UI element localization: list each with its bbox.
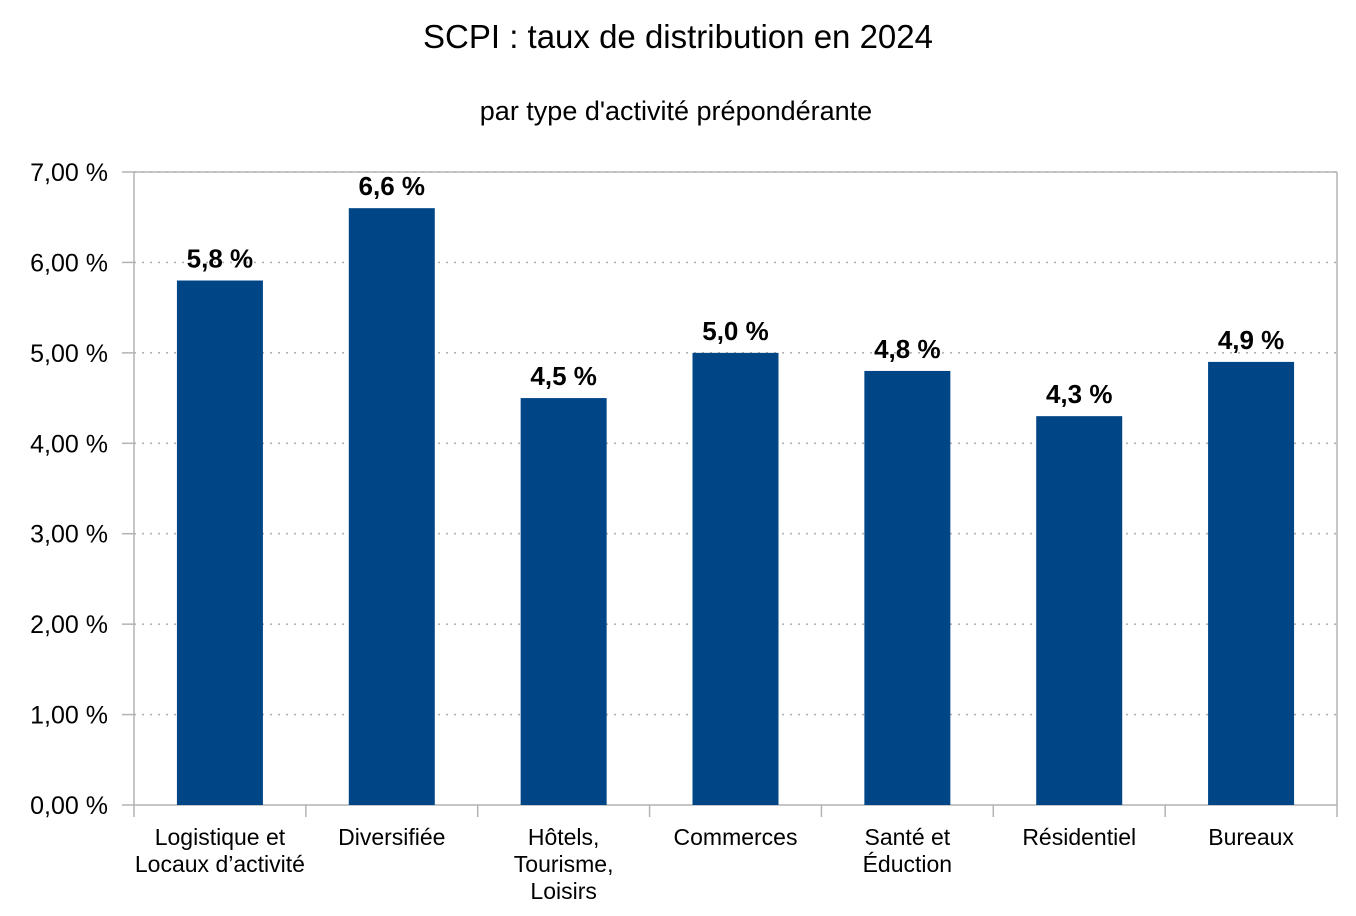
x-tick-label-line: Santé et bbox=[865, 824, 951, 850]
x-tick-label: Santé et Éduction bbox=[863, 824, 953, 877]
data-label: 4,5 % bbox=[530, 361, 597, 391]
y-tick-label: 2,00 % bbox=[30, 611, 108, 639]
x-tick-label-line: Hôtels, bbox=[528, 824, 600, 850]
y-tick-label: 6,00 % bbox=[30, 249, 108, 277]
x-tick-label-line: Résidentiel bbox=[1022, 824, 1136, 850]
x-tick-label: Bureaux bbox=[1208, 824, 1294, 850]
x-tick-label-line: Commerces bbox=[674, 824, 798, 850]
data-labels: 5,8 % 6,6 % 4,5 % 5,0 % 4,8 % 4,3 % 4,9 % bbox=[187, 171, 1285, 409]
chart-title: SCPI : taux de distribution en 2024 bbox=[423, 18, 933, 55]
x-tick-labels: Logistique et Locaux d’activité Diversifié… bbox=[135, 824, 1294, 904]
y-tick-label: 0,00 % bbox=[30, 792, 108, 820]
data-label: 4,3 % bbox=[1046, 379, 1113, 409]
x-tick-label: Diversifiée bbox=[338, 824, 445, 850]
bars bbox=[176, 208, 1295, 805]
data-label: 5,8 % bbox=[187, 244, 254, 274]
bar bbox=[864, 370, 951, 805]
bar bbox=[1208, 361, 1295, 805]
bar bbox=[348, 208, 435, 805]
data-label: 5,0 % bbox=[702, 316, 769, 346]
x-tick-label: Logistique et Locaux d’activité bbox=[135, 824, 305, 877]
bar bbox=[520, 398, 607, 805]
y-tick-label: 3,00 % bbox=[30, 521, 108, 549]
x-tick-label-line: Locaux d’activité bbox=[135, 851, 305, 877]
x-tick-label-line: Diversifiée bbox=[338, 824, 445, 850]
x-tick-label-line: Éduction bbox=[863, 851, 953, 877]
data-label: 4,9 % bbox=[1218, 325, 1285, 355]
y-tick-label: 7,00 % bbox=[30, 159, 108, 187]
x-tick-label: Hôtels, Tourisme, Loisirs bbox=[514, 824, 614, 904]
bar bbox=[176, 280, 263, 805]
x-tick-label-line: Logistique et bbox=[155, 824, 286, 850]
bar bbox=[1036, 416, 1123, 805]
data-label: 4,8 % bbox=[874, 334, 941, 364]
x-tick-label: Résidentiel bbox=[1022, 824, 1136, 850]
y-tick-labels: 0,00 % 1,00 % 2,00 % 3,00 % 4,00 % 5,00 % 6,00… bbox=[30, 159, 108, 820]
y-tick-label: 5,00 % bbox=[30, 340, 108, 368]
data-label: 6,6 % bbox=[359, 171, 426, 201]
x-tick-label-line: Loisirs bbox=[530, 878, 596, 904]
y-tick-label: 1,00 % bbox=[30, 702, 108, 730]
x-tick-label: Commerces bbox=[674, 824, 798, 850]
x-tick-label-line: Tourisme, bbox=[514, 851, 614, 877]
y-tick-label: 4,00 % bbox=[30, 430, 108, 458]
x-tick-label-line: Bureaux bbox=[1208, 824, 1294, 850]
chart-subtitle: par type d'activité prépondérante bbox=[480, 96, 872, 126]
bar bbox=[692, 352, 779, 805]
